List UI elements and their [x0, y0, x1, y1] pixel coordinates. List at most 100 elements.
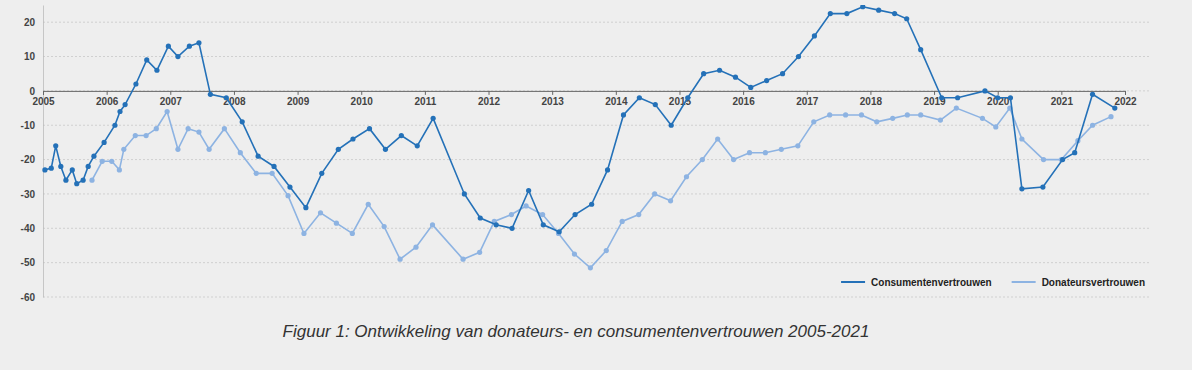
series-point [509, 226, 514, 231]
x-tick: 2013 [542, 91, 565, 107]
x-tick: 2021 [1051, 91, 1074, 107]
series-point [995, 95, 1000, 100]
series-point [796, 54, 801, 59]
x-tick-label: 2018 [860, 96, 883, 107]
series-point [154, 126, 159, 131]
y-tick-label: -10 [21, 120, 36, 131]
series-point [652, 191, 657, 196]
series-point [478, 215, 483, 220]
x-axis: 2005200620072008200920102011201220132014… [32, 91, 1137, 107]
series-line [92, 108, 1111, 268]
series-point [285, 193, 290, 198]
series-point [133, 81, 138, 86]
series-point [684, 174, 689, 179]
series-point [747, 150, 752, 155]
x-tick-label: 2014 [605, 96, 628, 107]
series-point [540, 212, 545, 217]
x-tick-label: 2013 [542, 96, 565, 107]
x-tick-label: 2012 [478, 96, 501, 107]
series-point [874, 119, 879, 124]
series-point [42, 167, 47, 172]
series-point [653, 102, 658, 107]
series-point [572, 251, 577, 256]
x-tick: 2005 [32, 91, 55, 107]
series-point [399, 133, 404, 138]
series-point [844, 11, 849, 16]
series-point [494, 222, 499, 227]
y-tick-label: -20 [21, 154, 36, 165]
series-point [938, 117, 943, 122]
series-point [717, 68, 722, 73]
y-tick: 20 [24, 17, 43, 28]
series-point [982, 88, 987, 93]
y-tick-label: -50 [21, 257, 36, 268]
grid-line [43, 22, 1150, 23]
series-point [589, 202, 594, 207]
series-point [415, 143, 420, 148]
series-point [413, 245, 418, 250]
grid [43, 22, 1150, 297]
series-point [993, 124, 998, 129]
series-point [860, 5, 865, 9]
series-point [526, 188, 531, 193]
series-point [102, 140, 107, 145]
series-point [319, 171, 324, 176]
x-tick: 2015 [669, 91, 692, 107]
x-tick: 2009 [287, 91, 310, 107]
legend-swatch [1012, 281, 1036, 283]
series-point [334, 221, 339, 226]
x-tick-label: 2016 [732, 96, 755, 107]
series-point [222, 126, 227, 131]
series-group [42, 5, 1117, 270]
series-point [271, 164, 276, 169]
y-tick: -20 [21, 154, 43, 165]
series-point [240, 119, 245, 124]
series-point [701, 71, 706, 76]
y-tick: -60 [21, 292, 43, 303]
legend-label: Donateursvertrouwen [1042, 277, 1145, 288]
series-point [795, 143, 800, 148]
series-point [80, 178, 85, 183]
series-point [166, 44, 171, 49]
y-tick-label: -60 [21, 292, 36, 303]
series-point [811, 119, 816, 124]
series-point [63, 178, 68, 183]
y-tick: 10 [24, 51, 43, 62]
series-point [668, 198, 673, 203]
series-point [905, 112, 910, 117]
series-point [939, 95, 944, 100]
series-point [764, 78, 769, 83]
series-point [1112, 105, 1117, 110]
x-tick-mark [679, 91, 680, 95]
series-point [117, 109, 122, 114]
series-point [954, 105, 959, 110]
series-point [918, 112, 923, 117]
legend-label: Consumentenvertrouwen [871, 277, 992, 288]
series-point [165, 109, 170, 114]
series-point [477, 250, 482, 255]
series-point [843, 112, 848, 117]
y-tick-label: -30 [21, 189, 36, 200]
x-tick: 2010 [351, 91, 374, 107]
series-point [605, 167, 610, 172]
grid-line [43, 228, 1150, 229]
x-tick-label: 2007 [160, 96, 183, 107]
series-point [70, 167, 75, 172]
x-tick-mark [43, 91, 44, 95]
x-tick-mark [1061, 91, 1062, 95]
x-tick-mark [425, 91, 426, 95]
series-point [1019, 186, 1024, 191]
y-tick: -40 [21, 223, 43, 234]
series-point [224, 95, 229, 100]
x-tick: 2007 [160, 91, 183, 107]
series-point [430, 222, 435, 227]
x-tick-mark [807, 91, 808, 95]
series-point [828, 11, 833, 16]
series-point [685, 95, 690, 100]
series-point [303, 205, 308, 210]
series-point [196, 130, 201, 135]
series-point [523, 203, 528, 208]
series-point [1090, 123, 1095, 128]
x-tick: 2011 [415, 91, 437, 107]
series-point [254, 171, 259, 176]
